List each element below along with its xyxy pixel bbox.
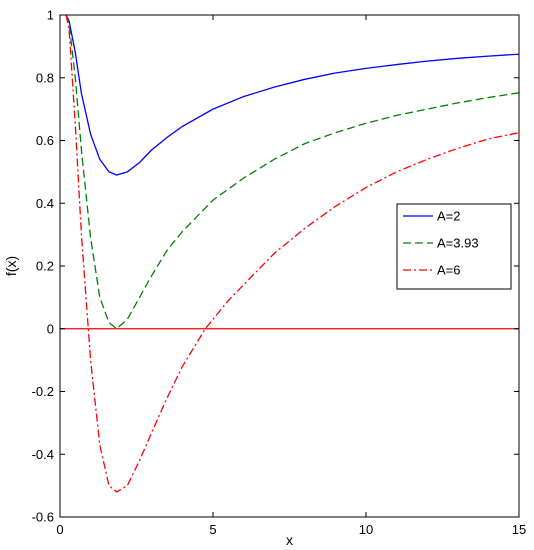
series-line-3 — [65, 14, 520, 493]
legend-label-1: A=2 — [437, 209, 461, 224]
series-line-2 — [65, 14, 520, 330]
legend-box — [396, 203, 512, 290]
y-tick-label: 1 — [47, 8, 54, 23]
y-tick-label: 0.2 — [36, 259, 54, 274]
x-tick-label: 0 — [56, 522, 63, 537]
axis-ticks: 0 5 10 15 -0.6 -0.4 -0.2 0 0.2 0.4 0.6 0.8 1 — [32, 8, 527, 538]
legend-label-3: A=6 — [437, 263, 461, 278]
y-tick-label: 0.8 — [36, 70, 54, 85]
y-tick-label: 0.6 — [36, 133, 54, 148]
y-axis-title: f(x) — [3, 256, 19, 276]
legend-label-2: A=3.93 — [437, 236, 479, 251]
x-tick-label: 5 — [209, 522, 216, 537]
y-tick-label: -0.2 — [32, 384, 54, 399]
y-tick-label: -0.4 — [32, 447, 54, 462]
plot-area-frame — [59, 14, 520, 518]
series-layer — [60, 14, 520, 493]
x-tick-label: 10 — [359, 522, 373, 537]
x-tick-label: 15 — [512, 522, 526, 537]
x-axis-title: x — [286, 532, 293, 548]
y-tick-label: -0.6 — [32, 510, 54, 525]
y-tick-label: 0 — [47, 321, 54, 336]
legend-entries: A=2 A=3.93 A=6 — [403, 209, 479, 278]
y-tick-label: 0.4 — [36, 196, 54, 211]
legend: A=2 A=3.93 A=6 — [396, 203, 512, 290]
series-line-1 — [65, 14, 520, 176]
